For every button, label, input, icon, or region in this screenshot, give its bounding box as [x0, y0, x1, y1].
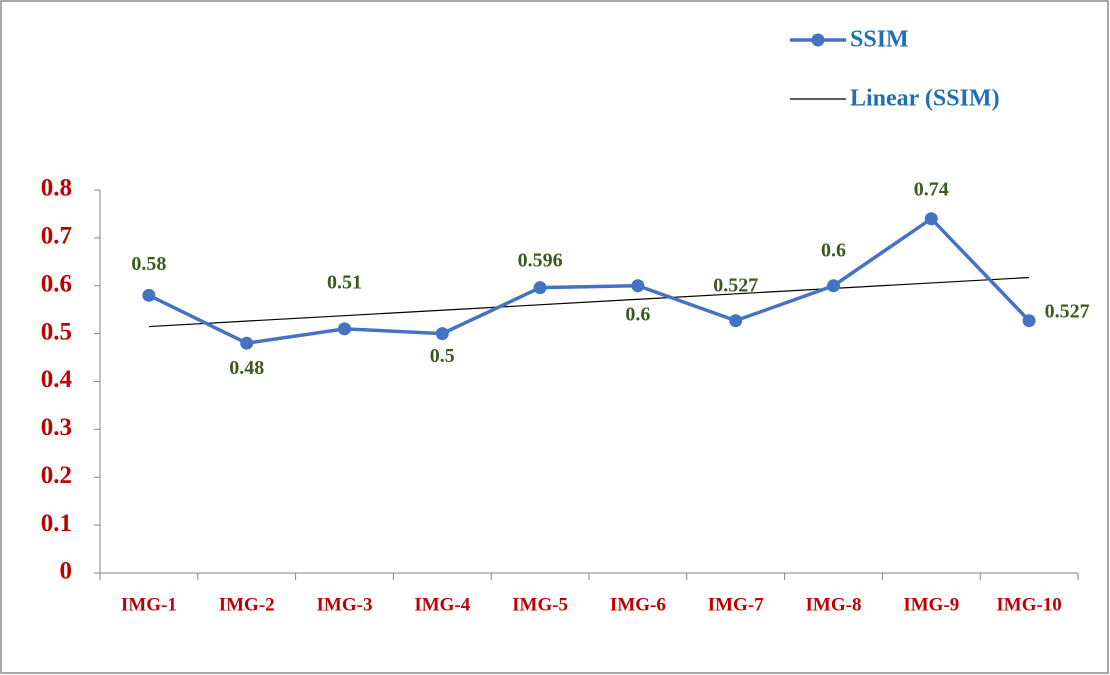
marker [338, 322, 351, 336]
marker [827, 279, 840, 293]
y-tick-label: 0.3 [41, 414, 72, 441]
legend-label: Linear (SSIM) [850, 86, 1000, 112]
data-label: 0.58 [131, 253, 166, 275]
data-label: 0.48 [229, 357, 264, 379]
marker [631, 279, 645, 293]
data-label: 0.51 [327, 271, 362, 293]
y-tick-label: 0 [60, 558, 73, 585]
marker [142, 288, 156, 302]
trendline [148, 276, 1030, 328]
x-tick-label: IMG-6 [610, 594, 666, 615]
series-line [148, 216, 1031, 346]
marker [240, 336, 254, 350]
y-tick-label: 0.8 [41, 175, 72, 202]
legend-label: SSIM [850, 27, 909, 53]
x-tick-label: IMG-5 [512, 594, 568, 615]
x-tick-label: IMG-8 [806, 594, 862, 615]
data-label: 0.527 [1045, 300, 1090, 322]
x-tick-label: IMG-10 [996, 594, 1061, 615]
data-label: 0.527 [713, 274, 758, 296]
y-tick-label: 0.4 [41, 366, 73, 393]
data-label: 0.5 [430, 345, 455, 367]
x-tick-label: IMG-4 [414, 594, 470, 615]
y-tick-label: 0.2 [41, 462, 72, 489]
x-tick-label: IMG-2 [219, 594, 275, 615]
data-label: 0.6 [821, 239, 846, 261]
x-tick-label: IMG-3 [317, 594, 373, 615]
x-tick-label: IMG-7 [708, 594, 764, 615]
y-tick-label: 0.6 [41, 270, 72, 297]
marker [533, 281, 547, 295]
y-tick-label: 0.1 [41, 510, 72, 537]
y-tick-label: 0.7 [41, 223, 72, 250]
data-label: 0.74 [914, 178, 949, 200]
marker [729, 314, 743, 328]
data-label: 0.6 [625, 303, 650, 325]
x-tick-label: IMG-9 [903, 594, 959, 615]
marker [435, 327, 449, 341]
legend-marker [811, 33, 825, 47]
marker [1022, 314, 1036, 328]
data-label: 0.596 [518, 249, 563, 271]
x-tick-label: IMG-1 [121, 594, 177, 615]
y-tick-label: 0.5 [41, 318, 72, 345]
marker [924, 212, 938, 226]
